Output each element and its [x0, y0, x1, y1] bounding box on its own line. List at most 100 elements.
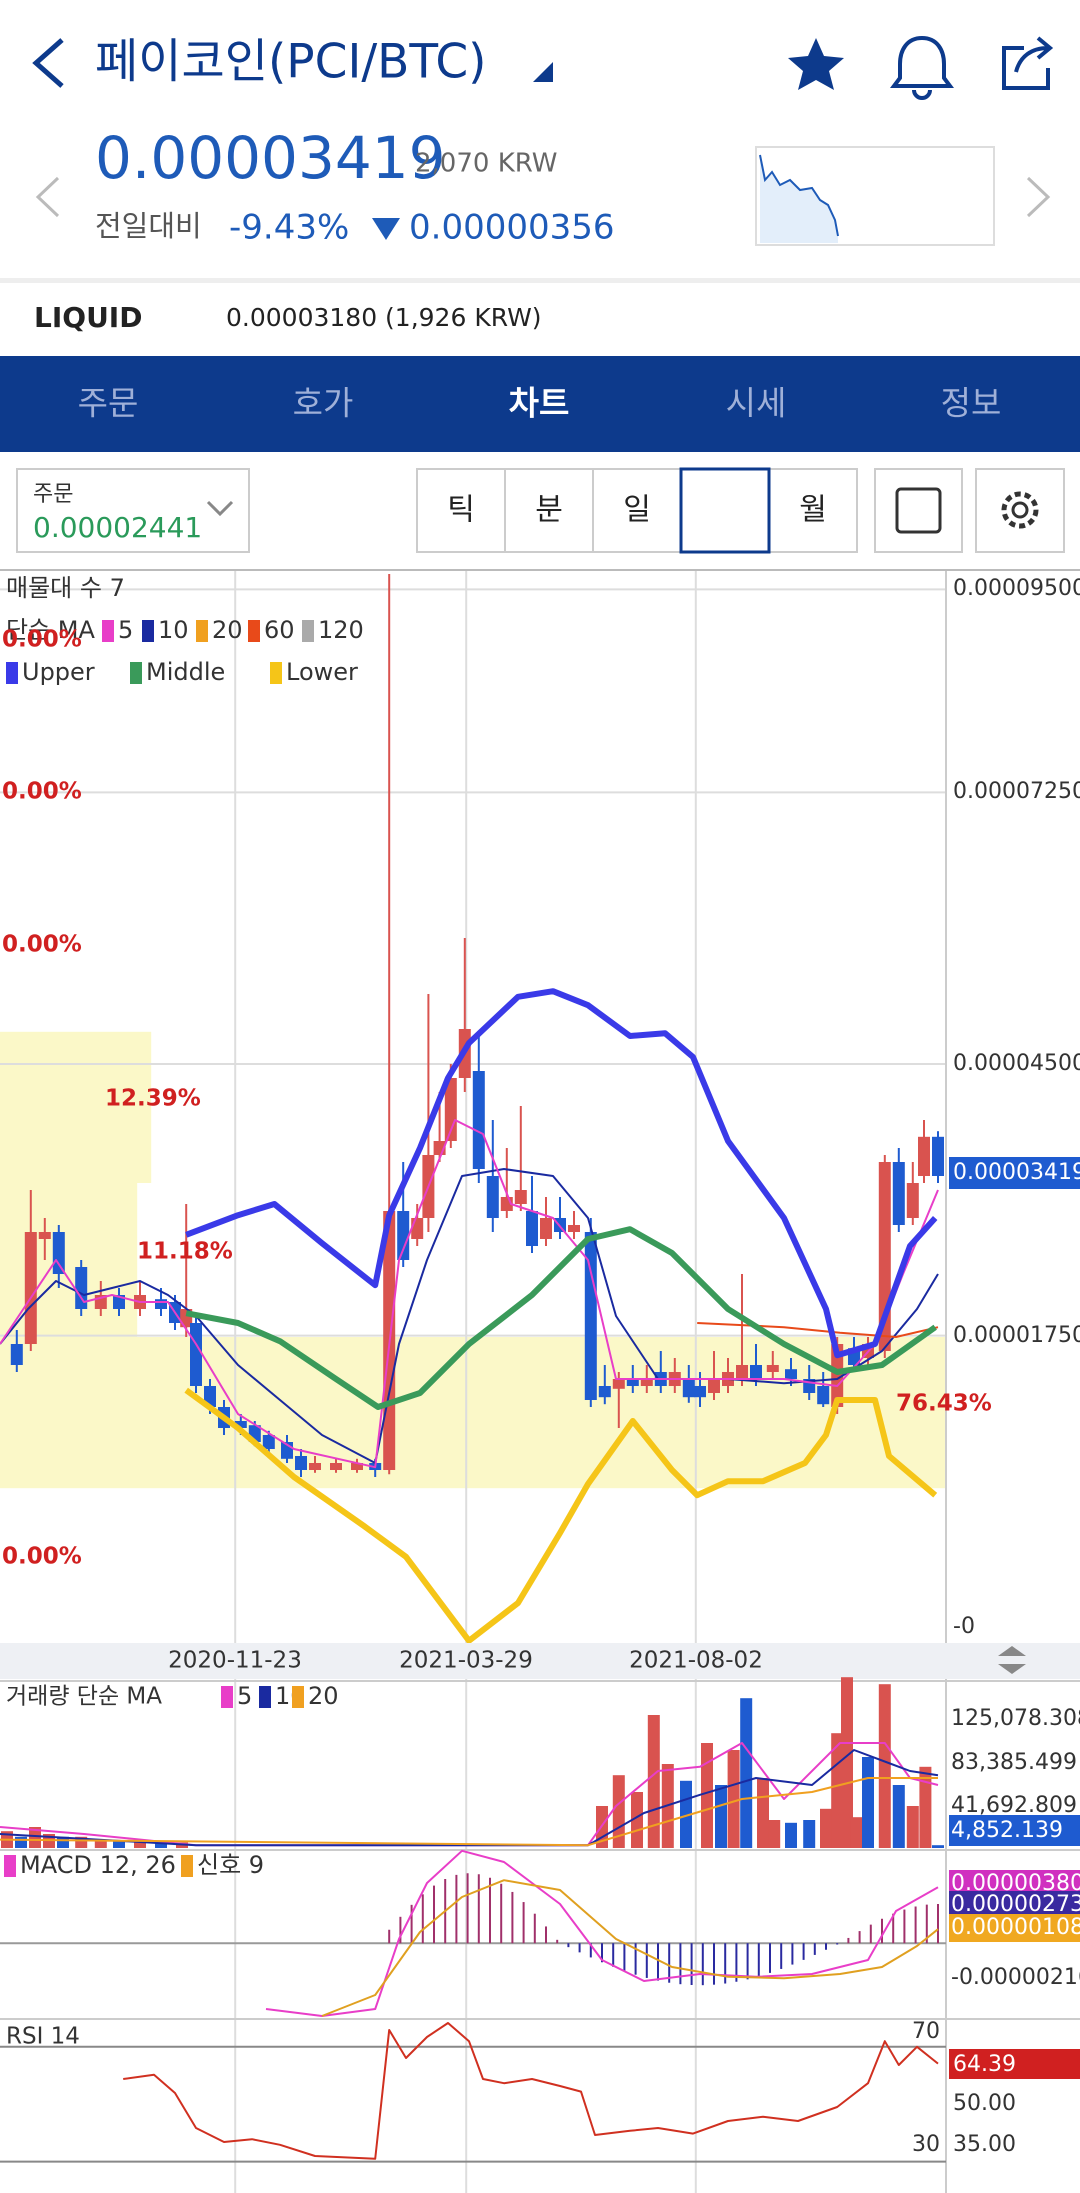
candle-body — [234, 1421, 247, 1428]
volume-bar — [134, 1841, 146, 1848]
profile-label: 0.00% — [2, 779, 82, 805]
share-icon[interactable] — [1002, 36, 1054, 90]
legend-swatch — [248, 620, 260, 642]
price-axis-label: 0.00007250 — [953, 779, 1080, 804]
down-arrow — [372, 218, 400, 240]
volume-bar — [647, 1715, 660, 1848]
volume-bar — [932, 1845, 944, 1848]
rsi-axis-label: 35.00 — [953, 2132, 1016, 2157]
candle-body — [626, 1379, 639, 1386]
change-abs: 0.00000356 — [409, 208, 615, 248]
price-axis-label: 0.00009500 — [953, 576, 1080, 601]
resize-handle-up[interactable] — [998, 1646, 1026, 1656]
back-button[interactable] — [32, 38, 64, 88]
candle-body — [817, 1386, 830, 1405]
candle-body — [10, 1344, 23, 1365]
candle-body — [694, 1386, 706, 1398]
tab-bar — [0, 356, 1080, 452]
period-button[interactable] — [504, 468, 594, 553]
tab[interactable]: 차트 — [509, 384, 570, 423]
legend-label: 120 — [318, 616, 364, 644]
legend-label: 20 — [308, 1682, 339, 1710]
candle-body — [766, 1365, 779, 1372]
price-axis-label: 0.00001750 — [953, 1323, 1080, 1348]
legend-swatch — [130, 662, 142, 684]
settings-button[interactable] — [975, 468, 1065, 553]
volume-current: 4,852.139 — [951, 1818, 1063, 1843]
layout-button[interactable] — [874, 468, 963, 553]
volume-bar — [878, 1684, 891, 1848]
settings-icon — [1001, 491, 1039, 529]
tab[interactable]: 호가 — [293, 384, 354, 423]
profile-label: 0.00% — [2, 627, 82, 653]
period-button[interactable] — [592, 468, 682, 553]
candle-body — [397, 1211, 410, 1260]
title: 페이코인(PCI/BTC) — [95, 35, 487, 90]
title-dropdown[interactable] — [533, 62, 553, 82]
period-label: 분 — [535, 493, 563, 528]
volume-bar — [850, 1817, 863, 1848]
separator — [0, 278, 1080, 283]
profile-box — [0, 1337, 947, 1489]
rsi-line — [123, 2022, 939, 2160]
legend-swatch — [6, 662, 18, 684]
legend-swatch — [142, 620, 154, 642]
period-label: 월 — [799, 493, 827, 528]
legend-swatch — [181, 1855, 193, 1877]
candle-body — [932, 1136, 944, 1176]
candle-body — [708, 1379, 720, 1393]
period-button[interactable] — [768, 468, 858, 553]
legend-label: Upper — [22, 658, 95, 686]
ma-10 — [0, 1168, 939, 1464]
date-label: 2021-03-29 — [399, 1648, 533, 1674]
volume-axis-label: 83,385.499 — [951, 1750, 1077, 1775]
volume-bar — [29, 1827, 41, 1848]
change-label: 전일대비 — [95, 209, 202, 243]
candle-body — [918, 1136, 930, 1176]
candle-body — [38, 1232, 51, 1239]
volume-current-box — [949, 1815, 1080, 1846]
volume-axis-label: 41,692.809 — [951, 1793, 1077, 1818]
volume-bar — [820, 1808, 832, 1848]
order-box[interactable] — [16, 468, 250, 553]
tab[interactable]: 시세 — [726, 384, 787, 423]
date-label: 2021-08-02 — [629, 1648, 763, 1674]
next-button[interactable] — [1026, 176, 1051, 218]
legend-label: 5 — [237, 1682, 252, 1710]
profile-label: 12.39% — [105, 1086, 201, 1112]
candle-body — [540, 1218, 552, 1239]
candle-body — [248, 1425, 261, 1442]
legend-swatch — [196, 620, 208, 642]
tab[interactable]: 정보 — [941, 384, 1002, 423]
candle-body — [24, 1232, 37, 1344]
favorite-icon[interactable] — [788, 38, 844, 90]
volume-bar — [727, 1750, 740, 1848]
price-krw: 2,070 KRW — [415, 149, 557, 179]
macd-axis-box — [949, 1914, 1080, 1942]
legend-swatch — [221, 1686, 233, 1708]
tab[interactable]: 주문 — [78, 384, 139, 423]
period-button[interactable] — [679, 467, 771, 554]
exchange-price: 0.00003180 (1,926 KRW) — [226, 303, 542, 332]
candle-body — [486, 1176, 499, 1218]
candle-body — [262, 1435, 275, 1449]
volume-bar — [757, 1778, 769, 1848]
legend-label: Middle — [146, 658, 225, 686]
volume-label: 거래량 단순 MA — [6, 1684, 162, 1710]
date-row — [0, 1643, 1080, 1679]
rsi-axis-label: 50.00 — [953, 2091, 1016, 2116]
volume-bar — [75, 1836, 88, 1848]
order-dropdown[interactable] — [206, 500, 234, 517]
sparkline — [759, 154, 839, 237]
period-label: 일 — [623, 493, 651, 528]
alarm-icon[interactable] — [890, 35, 954, 100]
volume-bar — [906, 1806, 919, 1848]
macd-signal — [321, 1879, 939, 2017]
resize-handle-down[interactable] — [998, 1664, 1026, 1674]
legend-swatch — [270, 662, 282, 684]
prev-button[interactable] — [35, 176, 60, 218]
profile-label: 11.18% — [137, 1239, 233, 1265]
candle-body — [190, 1323, 202, 1386]
candle-body — [514, 1190, 527, 1204]
band-middle — [185, 1226, 937, 1410]
